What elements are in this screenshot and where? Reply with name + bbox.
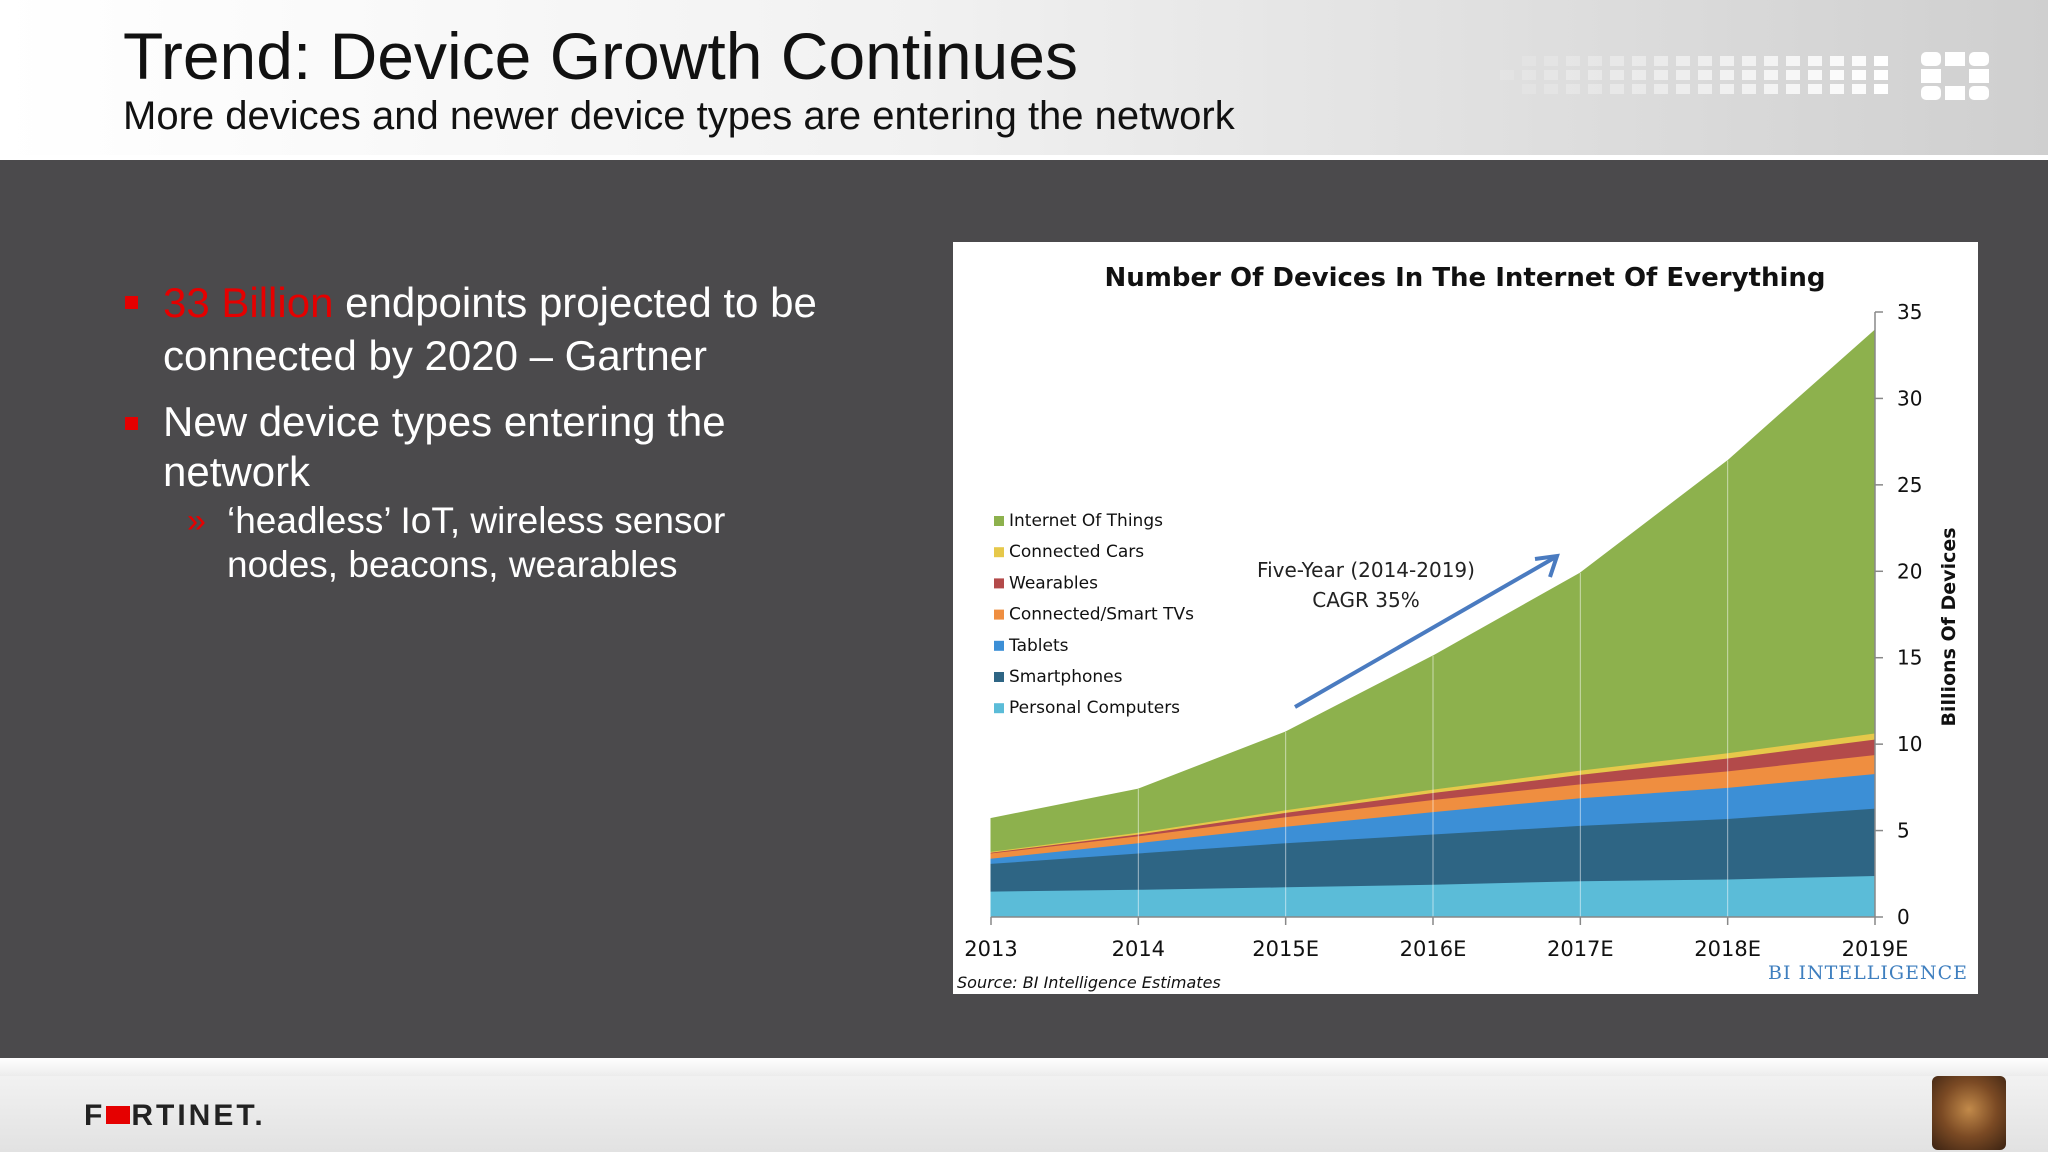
bullet-endpoints: 33 Billion endpoints projected to be con… [123,276,883,382]
legend-label-connected-cars: Connected Cars [1009,542,1144,562]
cagr-arrow [1294,556,1555,709]
bullet-square-icon [125,296,138,309]
x-tick-label: 2013 [964,937,1017,961]
slide-title: Trend: Device Growth Continues [123,19,1078,93]
y-axis-label: Billions Of Devices [1938,527,1960,726]
cagr-annotation-line1: Five-Year (2014-2019) [1257,558,1475,582]
sub-bullet-headless: » ‘headless’ IoT, wireless sensor nodes,… [187,499,787,587]
footer-divider [0,1058,2048,1076]
bullet-square-icon [125,417,138,430]
bullet-device-types: New device types entering the network [123,397,883,497]
legend-swatch-connected-smart-tvs [994,609,1004,620]
legend-label-connected-smart-tvs: Connected/Smart TVs [1009,605,1194,625]
bullet-list: 33 Billion endpoints projected to be con… [123,276,883,587]
legend-label-wearables: Wearables [1009,573,1098,593]
x-tick-label: 2014 [1112,937,1165,961]
legend-swatch-smartphones [994,672,1004,682]
dot-grid-decoration [1500,52,1989,100]
legend-swatch-personal-computers [994,703,1004,714]
slide-subtitle: More devices and newer device types are … [123,94,1235,138]
presenter-thumbnail [1932,1076,2006,1150]
y-tick-label: 10 [1897,732,1922,756]
legend-swatch-internet-of-things [994,516,1004,526]
legend-label-smartphones: Smartphones [1009,667,1123,687]
bullet-text: endpoints projected to be connected by 2… [163,279,817,379]
y-tick-label: 20 [1897,559,1922,583]
cagr-arrow-head [1534,553,1560,578]
logo-square-icon [106,1106,131,1125]
area-series-group [990,328,1876,918]
y-tick-label: 30 [1897,386,1922,410]
x-tick-label: 2015E [1252,937,1319,961]
legend-swatch-wearables [994,578,1004,589]
bullet-highlight: 33 Billion [163,279,334,326]
legend-label-tablets: Tablets [1008,636,1069,656]
y-tick-label: 25 [1897,473,1922,497]
x-tick-label: 2017E [1547,937,1614,961]
y-tick-label: 15 [1897,646,1922,670]
double-chevron-icon: » [187,502,206,540]
y-tick-label: 0 [1897,905,1910,929]
y-tick-label: 35 [1897,300,1922,324]
y-tick-label: 5 [1897,819,1910,843]
sub-bullet-text: ‘headless’ IoT, wireless sensor nodes, b… [227,500,726,585]
legend-label-personal-computers: Personal Computers [1009,698,1180,718]
chart-panel: Number Of Devices In The Internet Of Eve… [953,242,1978,994]
chart-source: Source: BI Intelligence Estimates [957,973,1221,992]
x-tick-label: 2019E [1842,937,1909,961]
header-divider [0,155,2048,160]
legend-swatch-tablets [994,640,1004,651]
x-tick-label: 2018E [1694,937,1761,961]
device-growth-chart: Number Of Devices In The Internet Of Eve… [957,263,1968,992]
legend-swatch-connected-cars [994,547,1004,558]
bullet-text: New device types entering the network [163,398,726,495]
bi-intelligence-brand: BI INTELLIGENCE [1768,962,1968,984]
x-tick-label: 2016E [1400,937,1467,961]
cagr-annotation-line2: CAGR 35% [1312,588,1420,612]
fortinet-logo: F RTINET. [84,1099,266,1132]
legend-label-internet-of-things: Internet Of Things [1009,511,1163,531]
chart-title: Number Of Devices In The Internet Of Eve… [1104,263,1825,293]
